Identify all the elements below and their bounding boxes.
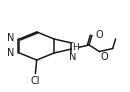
Text: H: H xyxy=(72,43,79,52)
Text: O: O xyxy=(95,30,103,40)
Text: N: N xyxy=(7,48,14,58)
Text: O: O xyxy=(101,52,108,62)
Text: N: N xyxy=(69,52,77,62)
Text: N: N xyxy=(7,33,14,43)
Text: Cl: Cl xyxy=(31,76,40,86)
